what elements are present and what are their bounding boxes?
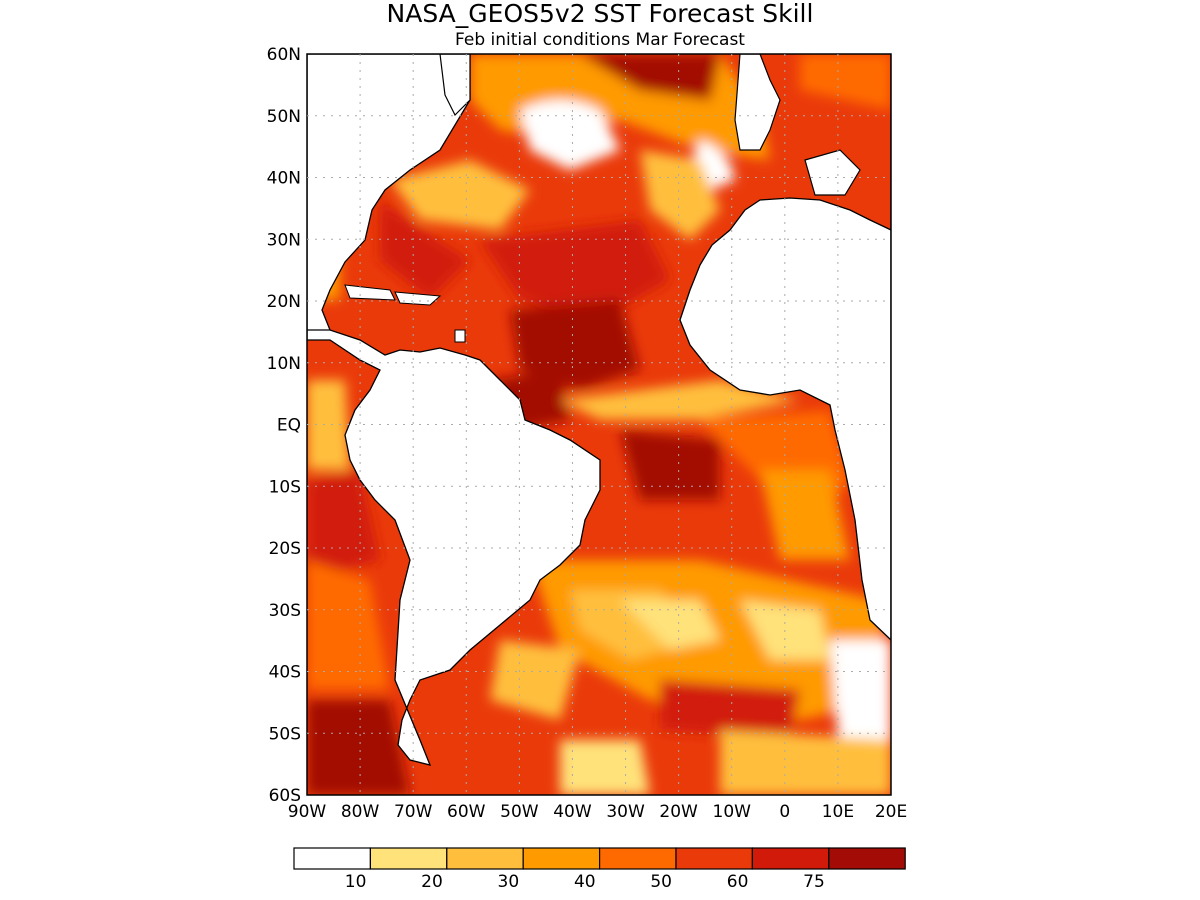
map-subtitle: Feb initial conditions Mar Forecast <box>455 30 745 50</box>
lat-tick-label: 30S <box>269 601 301 621</box>
legend-swatch <box>522 847 601 870</box>
legend-label: 10 <box>345 872 367 892</box>
lon-tick-label: 60W <box>447 802 486 822</box>
lon-tick-label: 10E <box>822 802 854 822</box>
legend-swatch <box>675 847 754 870</box>
lon-tick-label: 10W <box>713 802 752 822</box>
longitude-labels: 90W 80W 70W 60W 50W 40W 30W 20W 10W 0 10E 20E <box>288 802 907 822</box>
legend-swatch <box>598 847 677 870</box>
lat-tick-label: 20S <box>269 539 301 559</box>
lat-tick-label: 50S <box>269 724 301 744</box>
legend-label: 75 <box>803 872 825 892</box>
lon-tick-label: 20W <box>659 802 698 822</box>
lat-tick-label: 40S <box>269 663 301 683</box>
legend-swatch <box>751 847 830 870</box>
legend-label: 30 <box>498 872 520 892</box>
lon-tick-label: 50W <box>500 802 539 822</box>
legend-label: 40 <box>574 872 596 892</box>
lon-tick-label: 30W <box>606 802 645 822</box>
lon-tick-label: 90W <box>288 802 327 822</box>
legend-label: 60 <box>727 872 749 892</box>
latitude-labels: 60N 50N 40N 30N 20N 10N EQ 10S 20S 30S 40S 50S 60S <box>267 45 301 806</box>
legend-swatch <box>828 847 906 870</box>
lon-tick-label: 70W <box>394 802 433 822</box>
lat-tick-label: 60S <box>269 786 301 806</box>
legend-swatch <box>369 847 448 870</box>
lat-tick-label: 20N <box>267 292 301 312</box>
legend-label: 20 <box>421 872 443 892</box>
lon-tick-label: 20E <box>875 802 907 822</box>
color-legend: 10 20 30 40 50 60 75 <box>293 847 906 892</box>
legend-swatch <box>293 847 372 870</box>
legend-label: 50 <box>650 872 672 892</box>
lon-tick-label: 80W <box>341 802 380 822</box>
lat-tick-label: 30N <box>267 230 301 250</box>
lat-tick-label: EQ <box>277 416 301 436</box>
lat-tick-label: 40N <box>267 169 301 189</box>
lon-tick-label: 0 <box>779 802 790 822</box>
lat-tick-label: 10N <box>267 354 301 374</box>
lon-tick-label: 40W <box>553 802 592 822</box>
graticule <box>307 54 891 795</box>
lat-tick-label: 50N <box>267 107 301 127</box>
map-title: NASA_GEOS5v2 SST Forecast Skill <box>387 0 814 28</box>
legend-swatch <box>446 847 524 870</box>
lat-tick-label: 10S <box>269 477 301 497</box>
skill-field <box>307 54 891 795</box>
lat-tick-label: 60N <box>267 45 301 65</box>
